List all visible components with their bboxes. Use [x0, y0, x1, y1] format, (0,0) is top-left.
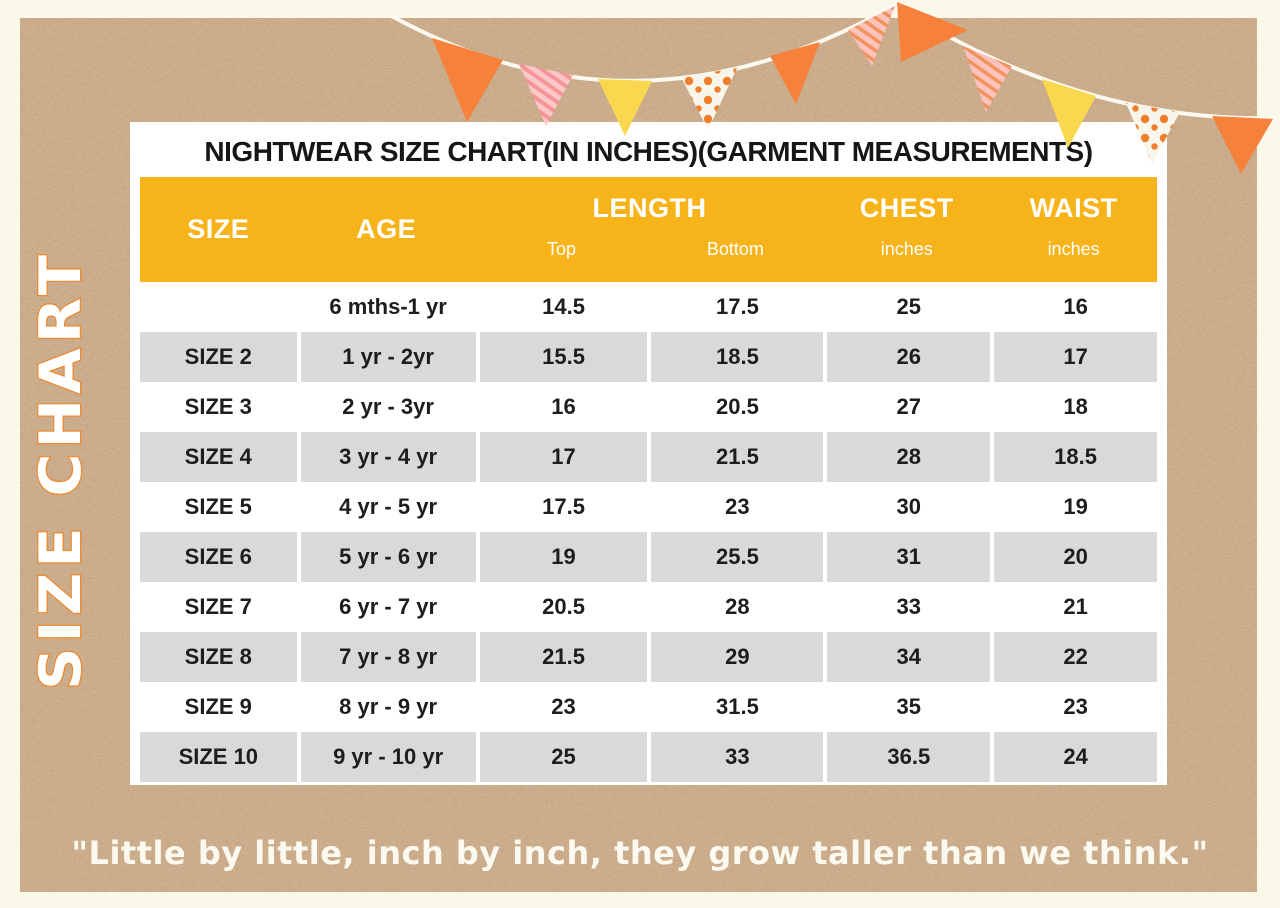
- cell-age: 8 yr - 9 yr: [296, 682, 476, 732]
- cell-top: 15.5: [475, 332, 648, 382]
- cell-top: 17: [475, 432, 648, 482]
- cell-age: 5 yr - 6 yr: [296, 532, 476, 582]
- cell-bottom: 20.5: [647, 382, 824, 432]
- table-header: SIZE AGE LENGTH CHEST WAIST Top Bottom i…: [140, 177, 1157, 282]
- cell-chest: 27: [823, 382, 991, 432]
- col-subheader-chest-unit: inches: [823, 239, 991, 282]
- cell-chest: 33: [823, 582, 991, 632]
- cell-bottom: 23: [647, 482, 824, 532]
- cell-chest: 30: [823, 482, 991, 532]
- cell-bottom: 21.5: [647, 432, 824, 482]
- cell-bottom: 33: [647, 732, 824, 782]
- table-row: 6 mths-1 yr 14.5 17.5 25 16: [140, 282, 1157, 332]
- cell-age: 7 yr - 8 yr: [296, 632, 476, 682]
- cell-size: SIZE 9: [140, 682, 297, 732]
- cell-size: SIZE 5: [140, 482, 297, 532]
- cell-age: 9 yr - 10 yr: [296, 732, 476, 782]
- cell-waist: 17: [990, 332, 1157, 382]
- cell-waist: 19: [990, 482, 1157, 532]
- cell-top: 23: [475, 682, 648, 732]
- chart-panel: NIGHTWEAR SIZE CHART(IN INCHES)(GARMENT …: [130, 122, 1167, 785]
- side-label-text: SIZE CHART: [28, 250, 94, 690]
- col-subheader-top: Top: [475, 239, 648, 282]
- cell-waist: 24: [990, 732, 1157, 782]
- cell-waist: 20: [990, 532, 1157, 582]
- size-table: SIZE AGE LENGTH CHEST WAIST Top Bottom i…: [140, 177, 1157, 782]
- cell-chest: 28: [823, 432, 991, 482]
- chart-title: NIGHTWEAR SIZE CHART(IN INCHES)(GARMENT …: [204, 136, 1093, 167]
- cell-size: SIZE 3: [140, 382, 297, 432]
- col-subheader-waist-unit: inches: [990, 239, 1157, 282]
- col-header-age: AGE: [296, 177, 476, 282]
- col-header-chest: CHEST: [823, 177, 991, 239]
- table-row: SIZE 10 9 yr - 10 yr 25 33 36.5 24: [140, 732, 1157, 782]
- cell-size: SIZE 10: [140, 732, 297, 782]
- cell-chest: 35: [823, 682, 991, 732]
- cell-bottom: 25.5: [647, 532, 824, 582]
- cell-top: 21.5: [475, 632, 648, 682]
- cell-size: SIZE 7: [140, 582, 297, 632]
- cell-waist: 21: [990, 582, 1157, 632]
- col-subheader-bottom: Bottom: [647, 239, 824, 282]
- cell-age: 2 yr - 3yr: [296, 382, 476, 432]
- cell-size: SIZE 8: [140, 632, 297, 682]
- cell-size: [140, 282, 297, 332]
- col-header-waist: WAIST: [990, 177, 1157, 239]
- cell-age: 6 yr - 7 yr: [296, 582, 476, 632]
- quote-text: "Little by little, inch by inch, they gr…: [71, 834, 1209, 872]
- cell-bottom: 31.5: [647, 682, 824, 732]
- cell-chest: 36.5: [823, 732, 991, 782]
- cell-top: 25: [475, 732, 648, 782]
- cell-top: 14.5: [475, 282, 648, 332]
- cell-top: 17.5: [475, 482, 648, 532]
- cell-waist: 16: [990, 282, 1157, 332]
- cell-top: 19: [475, 532, 648, 582]
- vertical-size-chart-label: SIZE CHART: [27, 249, 96, 692]
- cell-chest: 34: [823, 632, 991, 682]
- cell-chest: 26: [823, 332, 991, 382]
- cell-chest: 25: [823, 282, 991, 332]
- cell-bottom: 18.5: [647, 332, 824, 382]
- col-header-size: SIZE: [140, 177, 297, 282]
- cell-age: 1 yr - 2yr: [296, 332, 476, 382]
- cell-top: 16: [475, 382, 648, 432]
- cell-size: SIZE 2: [140, 332, 297, 382]
- cell-chest: 31: [823, 532, 991, 582]
- cell-age: 4 yr - 5 yr: [296, 482, 476, 532]
- cell-size: SIZE 4: [140, 432, 297, 482]
- cell-waist: 22: [990, 632, 1157, 682]
- cell-bottom: 28: [647, 582, 824, 632]
- col-header-length: LENGTH: [475, 177, 824, 239]
- cell-bottom: 29: [647, 632, 824, 682]
- cell-age: 6 mths-1 yr: [296, 282, 476, 332]
- cell-top: 20.5: [475, 582, 648, 632]
- cell-bottom: 17.5: [647, 282, 824, 332]
- cell-waist: 18: [990, 382, 1157, 432]
- cell-waist: 18.5: [990, 432, 1157, 482]
- cell-age: 3 yr - 4 yr: [296, 432, 476, 482]
- cell-size: SIZE 6: [140, 532, 297, 582]
- cell-waist: 23: [990, 682, 1157, 732]
